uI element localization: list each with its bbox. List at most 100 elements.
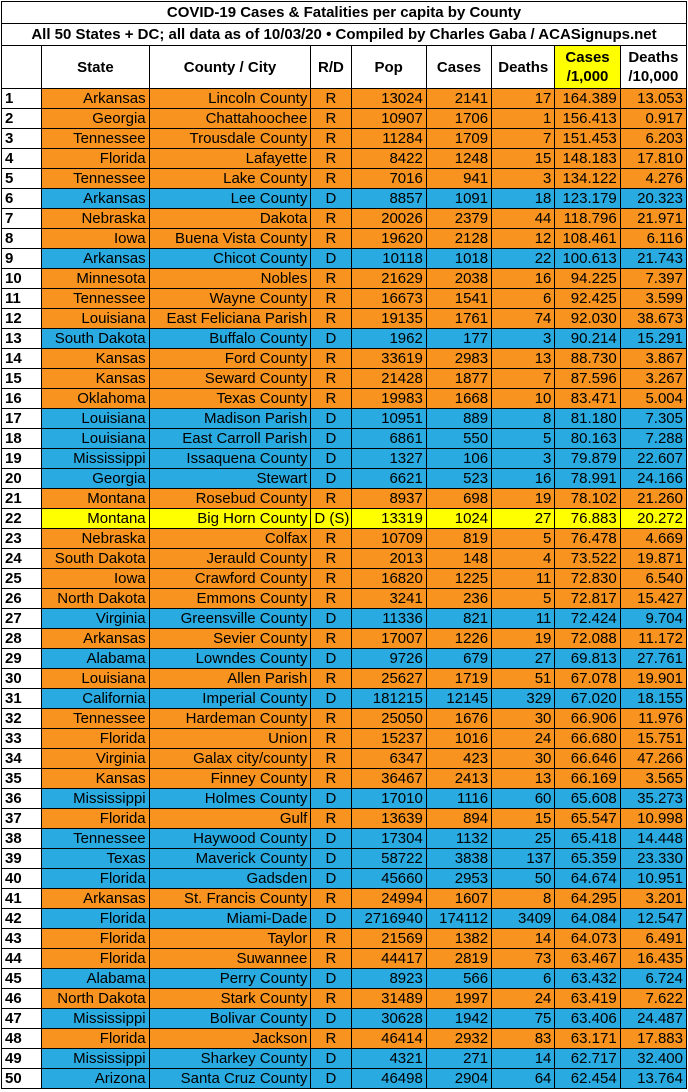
table-cell: 67.078 [554, 668, 621, 689]
table-cell: 6.724 [619, 968, 688, 989]
table-cell: 66.169 [554, 768, 621, 789]
table-cell: California [41, 688, 150, 709]
table-cell: 7 [491, 368, 556, 389]
table-cell: 14.448 [619, 828, 688, 849]
table-row: 42 Florida Miami-Dade D 2716940 174112 3409 64.… [0, 908, 688, 929]
table-cell: 10 [491, 388, 556, 409]
table-cell: 156.413 [554, 108, 621, 129]
table-cell: 1877 [425, 368, 493, 389]
row-number: 49 [0, 1048, 43, 1069]
table-row: 45 Alabama Perry County D 8923 566 6 63.432 6.72… [0, 968, 688, 989]
table-cell: 17010 [350, 788, 427, 809]
table-cell: Alabama [41, 648, 150, 669]
table-row: 46 North Dakota Stark County R 31489 1997 24 63… [0, 988, 688, 1009]
table-cell: R [310, 208, 352, 229]
row-number: 15 [0, 368, 43, 389]
table-cell: 46498 [350, 1068, 427, 1089]
table-row: 9 Arkansas Chicot County D 10118 1018 22 100.61… [0, 248, 688, 269]
table-cell: Bolivar County [148, 1008, 312, 1029]
table-cell: D [310, 968, 352, 989]
table-cell: 16 [491, 468, 556, 489]
table-cell: 14 [491, 928, 556, 949]
table-cell: Lincoln County [148, 88, 312, 109]
table-cell: R [310, 948, 352, 969]
table-cell: 0.917 [619, 108, 688, 129]
table-cell: 8422 [350, 148, 427, 169]
table-cell: 20.323 [619, 188, 688, 209]
table-cell: Holmes County [148, 788, 312, 809]
table-row: 43 Florida Taylor R 21569 1382 14 64.073 6.491 [0, 928, 688, 949]
table-cell: D [310, 468, 352, 489]
table-cell: Louisiana [41, 408, 150, 429]
table-row: 1 Arkansas Lincoln County R 13024 2141 17 164.3… [0, 88, 688, 109]
table-cell: 4 [491, 548, 556, 569]
table-cell: Georgia [41, 468, 150, 489]
table-cell: 2413 [425, 768, 493, 789]
row-number: 8 [0, 228, 43, 249]
table-cell: R [310, 928, 352, 949]
table-cell: 36467 [350, 768, 427, 789]
table-cell: 894 [425, 808, 493, 829]
row-number: 27 [0, 608, 43, 629]
table-cell: D [310, 608, 352, 629]
row-number: 11 [0, 288, 43, 309]
table-cell: D [310, 828, 352, 849]
table-row: 2 Georgia Chattahoochee R 10907 1706 1 156.413 0… [0, 108, 688, 129]
table-cell: 19 [491, 488, 556, 509]
table-cell: 15.751 [619, 728, 688, 749]
table-cell: 15.427 [619, 588, 688, 609]
row-number: 36 [0, 788, 43, 809]
table-cell: North Dakota [41, 588, 150, 609]
row-number: 43 [0, 928, 43, 949]
table-row: 33 Florida Union R 15237 1016 24 66.680 15.751 [0, 728, 688, 749]
table-cell: 11.976 [619, 708, 688, 729]
table-cell: Oklahoma [41, 388, 150, 409]
table-row: 41 Arkansas St. Francis County R 24994 1607 8 6… [0, 888, 688, 909]
table-cell: 5.004 [619, 388, 688, 409]
row-number: 50 [0, 1068, 43, 1089]
table-cell: 92.425 [554, 288, 621, 309]
table-cell: 10.951 [619, 868, 688, 889]
table-cell: 46414 [350, 1028, 427, 1049]
table-cell: 3 [491, 448, 556, 469]
row-number: 10 [0, 268, 43, 289]
table-cell: R [310, 748, 352, 769]
table-cell: 78.102 [554, 488, 621, 509]
table-cell: South Dakota [41, 548, 150, 569]
table-cell: D [310, 688, 352, 709]
table-cell: R [310, 168, 352, 189]
table-cell: D [310, 188, 352, 209]
table-cell: D [310, 408, 352, 429]
table-cell: 566 [425, 968, 493, 989]
table-cell: R [310, 568, 352, 589]
table-cell: 24.487 [619, 1008, 688, 1029]
table-cell: 88.730 [554, 348, 621, 369]
table-row: 10 Minnesota Nobles R 21629 2038 16 94.225 7.397 [0, 268, 688, 289]
table-cell: 83.471 [554, 388, 621, 409]
table-cell: D [310, 248, 352, 269]
table-row: 23 Nebraska Colfax R 10709 819 5 76.478 4.669 [0, 528, 688, 549]
table-cell: 679 [425, 648, 493, 669]
table-cell: R [310, 988, 352, 1009]
table-cell: D (S) [310, 508, 352, 529]
table-cell: 50 [491, 868, 556, 889]
table-cell: 2716940 [350, 908, 427, 929]
table-cell: 3.201 [619, 888, 688, 909]
table-cell: 6 [491, 288, 556, 309]
table-cell: South Dakota [41, 328, 150, 349]
table-cell: Louisiana [41, 308, 150, 329]
table-cell: Chattahoochee [148, 108, 312, 129]
table-cell: 174112 [425, 908, 493, 929]
table-cell: 6.116 [619, 228, 688, 249]
row-number: 47 [0, 1008, 43, 1029]
row-number: 19 [0, 448, 43, 469]
table-cell: 1248 [425, 148, 493, 169]
table-row: 39 Texas Maverick County D 58722 3838 137 65.35… [0, 848, 688, 869]
table-cell: 63.419 [554, 988, 621, 1009]
table-cell: Gadsden [148, 868, 312, 889]
table-cell: Seward County [148, 368, 312, 389]
table-cell: 16 [491, 268, 556, 289]
table-cell: 2128 [425, 228, 493, 249]
table-cell: 7 [491, 128, 556, 149]
table-cell: 27 [491, 508, 556, 529]
